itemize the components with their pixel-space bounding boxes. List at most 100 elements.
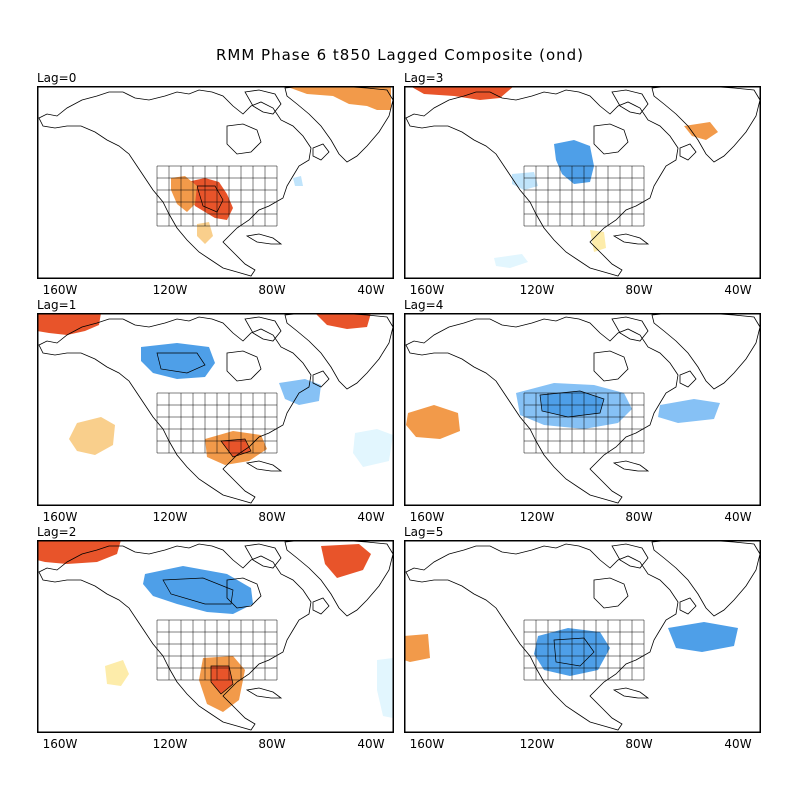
coastline — [226, 350, 262, 382]
anomaly-region — [494, 254, 528, 268]
anomaly-region — [37, 313, 101, 335]
longitude-tick-label: 40W — [357, 737, 385, 751]
anomaly-region — [406, 405, 460, 439]
state-boundaries — [156, 392, 278, 454]
longitude-tick-label: 40W — [357, 283, 385, 297]
longitude-tick-label: 40W — [357, 510, 385, 524]
coastline — [312, 143, 330, 161]
state-boundaries — [523, 619, 645, 681]
anomaly-region — [315, 313, 371, 329]
longitude-tick-label: 160W — [409, 283, 445, 297]
coastline — [244, 543, 282, 569]
anomaly-region — [404, 634, 430, 662]
anomaly-region — [37, 540, 121, 564]
coastline — [226, 577, 262, 609]
longitude-tick-label: 120W — [519, 283, 555, 297]
map-panel — [37, 313, 394, 506]
state-boundaries — [523, 165, 645, 227]
figure-title: RMM Phase 6 t850 Lagged Composite (ond) — [215, 46, 585, 64]
state-boundaries — [523, 392, 645, 454]
anomaly-region — [353, 429, 393, 467]
coastline — [226, 123, 262, 155]
map-frame — [404, 86, 761, 279]
coastline — [593, 350, 629, 382]
coastline — [593, 123, 629, 155]
longitude-tick-label: 80W — [258, 283, 286, 297]
longitude-tick-label: 80W — [625, 737, 653, 751]
map-panel — [37, 540, 394, 733]
anomaly-region — [590, 230, 606, 252]
longitude-tick-label: 160W — [409, 510, 445, 524]
anomaly-region — [69, 417, 115, 455]
state-boundaries — [156, 165, 278, 227]
panel-label: Lag=2 — [37, 525, 77, 539]
map-frame — [404, 313, 761, 506]
map-panel — [37, 86, 394, 279]
longitude-tick-label: 120W — [519, 510, 555, 524]
anomaly-region — [105, 660, 129, 686]
anomaly-core — [196, 185, 224, 213]
anomaly-region — [668, 622, 738, 652]
coastline — [612, 460, 650, 472]
anomaly-region — [512, 172, 538, 190]
anomaly-region — [658, 399, 720, 423]
longitude-tick-label: 120W — [519, 737, 555, 751]
longitude-tick-label: 80W — [625, 283, 653, 297]
longitude-tick-label: 40W — [724, 510, 752, 524]
coastline — [612, 233, 650, 245]
coastline — [245, 233, 283, 245]
coastline — [651, 313, 761, 390]
coastline — [612, 687, 650, 699]
longitude-tick-label: 120W — [152, 737, 188, 751]
state-boundaries — [156, 619, 278, 681]
anomaly-region — [410, 86, 514, 100]
anomaly-region — [684, 122, 718, 140]
coastline — [284, 540, 394, 617]
map-frame — [37, 540, 394, 733]
longitude-tick-label: 160W — [42, 737, 78, 751]
anomaly-region — [321, 544, 371, 578]
coastline — [405, 89, 679, 277]
longitude-tick-label: 160W — [409, 737, 445, 751]
panel-label: Lag=0 — [37, 71, 77, 85]
panel-label: Lag=4 — [404, 298, 444, 312]
longitude-tick-label: 160W — [42, 283, 78, 297]
coastline — [245, 460, 283, 472]
coastline — [679, 370, 697, 388]
coastline — [284, 313, 394, 390]
map-panel — [404, 313, 761, 506]
panel-label: Lag=5 — [404, 525, 444, 539]
coastline — [611, 543, 649, 569]
coastline — [611, 316, 649, 342]
longitude-tick-label: 120W — [152, 283, 188, 297]
coastline — [244, 316, 282, 342]
coastline — [679, 597, 697, 615]
anomaly-region — [285, 86, 391, 110]
longitude-tick-label: 160W — [42, 510, 78, 524]
coastline — [679, 143, 697, 161]
anomaly-core — [156, 352, 206, 374]
coastline — [611, 89, 649, 115]
map-panel — [404, 540, 761, 733]
map-frame — [404, 540, 761, 733]
longitude-tick-label: 80W — [258, 737, 286, 751]
panel-label: Lag=1 — [37, 298, 77, 312]
coastline — [651, 540, 761, 617]
anomaly-region — [293, 176, 303, 186]
coastline — [651, 86, 761, 163]
coastline — [312, 370, 330, 388]
anomaly-region — [197, 222, 213, 244]
map-frame — [37, 86, 394, 279]
panel-label: Lag=3 — [404, 71, 444, 85]
anomaly-core — [162, 577, 234, 605]
longitude-tick-label: 120W — [152, 510, 188, 524]
coastline — [245, 687, 283, 699]
anomaly-region — [171, 176, 197, 212]
map-panel — [404, 86, 761, 279]
coastline — [593, 577, 629, 609]
longitude-tick-label: 40W — [724, 283, 752, 297]
map-frame — [37, 313, 394, 506]
coastline — [312, 597, 330, 615]
longitude-tick-label: 40W — [724, 737, 752, 751]
